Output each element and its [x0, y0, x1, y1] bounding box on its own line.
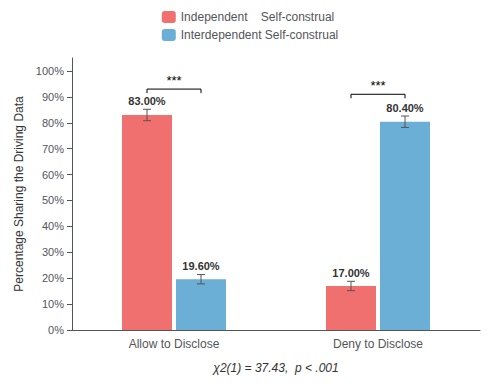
svg-text:0%: 0%	[48, 324, 64, 336]
svg-text:83.00%: 83.00%	[128, 95, 166, 107]
svg-text:Allow to Disclose: Allow to Disclose	[129, 337, 220, 351]
svg-text:10%: 10%	[42, 298, 64, 310]
svg-text:20%: 20%	[42, 272, 64, 284]
svg-text:50%: 50%	[42, 194, 64, 206]
svg-text:80.40%: 80.40%	[386, 102, 424, 114]
svg-text:χ2(1) = 37.43, p < .001: χ2(1) = 37.43, p < .001	[212, 361, 338, 375]
svg-text:100%: 100%	[36, 65, 64, 77]
svg-text:60%: 60%	[42, 169, 64, 181]
svg-text:40%: 40%	[42, 220, 64, 232]
svg-text:17.00%: 17.00%	[332, 267, 370, 279]
svg-text:80%: 80%	[42, 117, 64, 129]
svg-text:30%: 30%	[42, 246, 64, 258]
svg-text:***: ***	[370, 78, 385, 93]
svg-text:90%: 90%	[42, 91, 64, 103]
svg-text:Independent Self-construal: Independent Self-construal	[181, 10, 334, 24]
svg-text:Percentage Sharing the Driving: Percentage Sharing the Driving Data	[12, 96, 26, 292]
svg-text:***: ***	[166, 73, 181, 88]
svg-text:Deny to Disclose: Deny to Disclose	[333, 337, 423, 351]
svg-text:19.60%: 19.60%	[182, 260, 220, 272]
svg-text:70%: 70%	[42, 143, 64, 155]
svg-text:Interdependent Self-construal: Interdependent Self-construal	[181, 28, 338, 42]
